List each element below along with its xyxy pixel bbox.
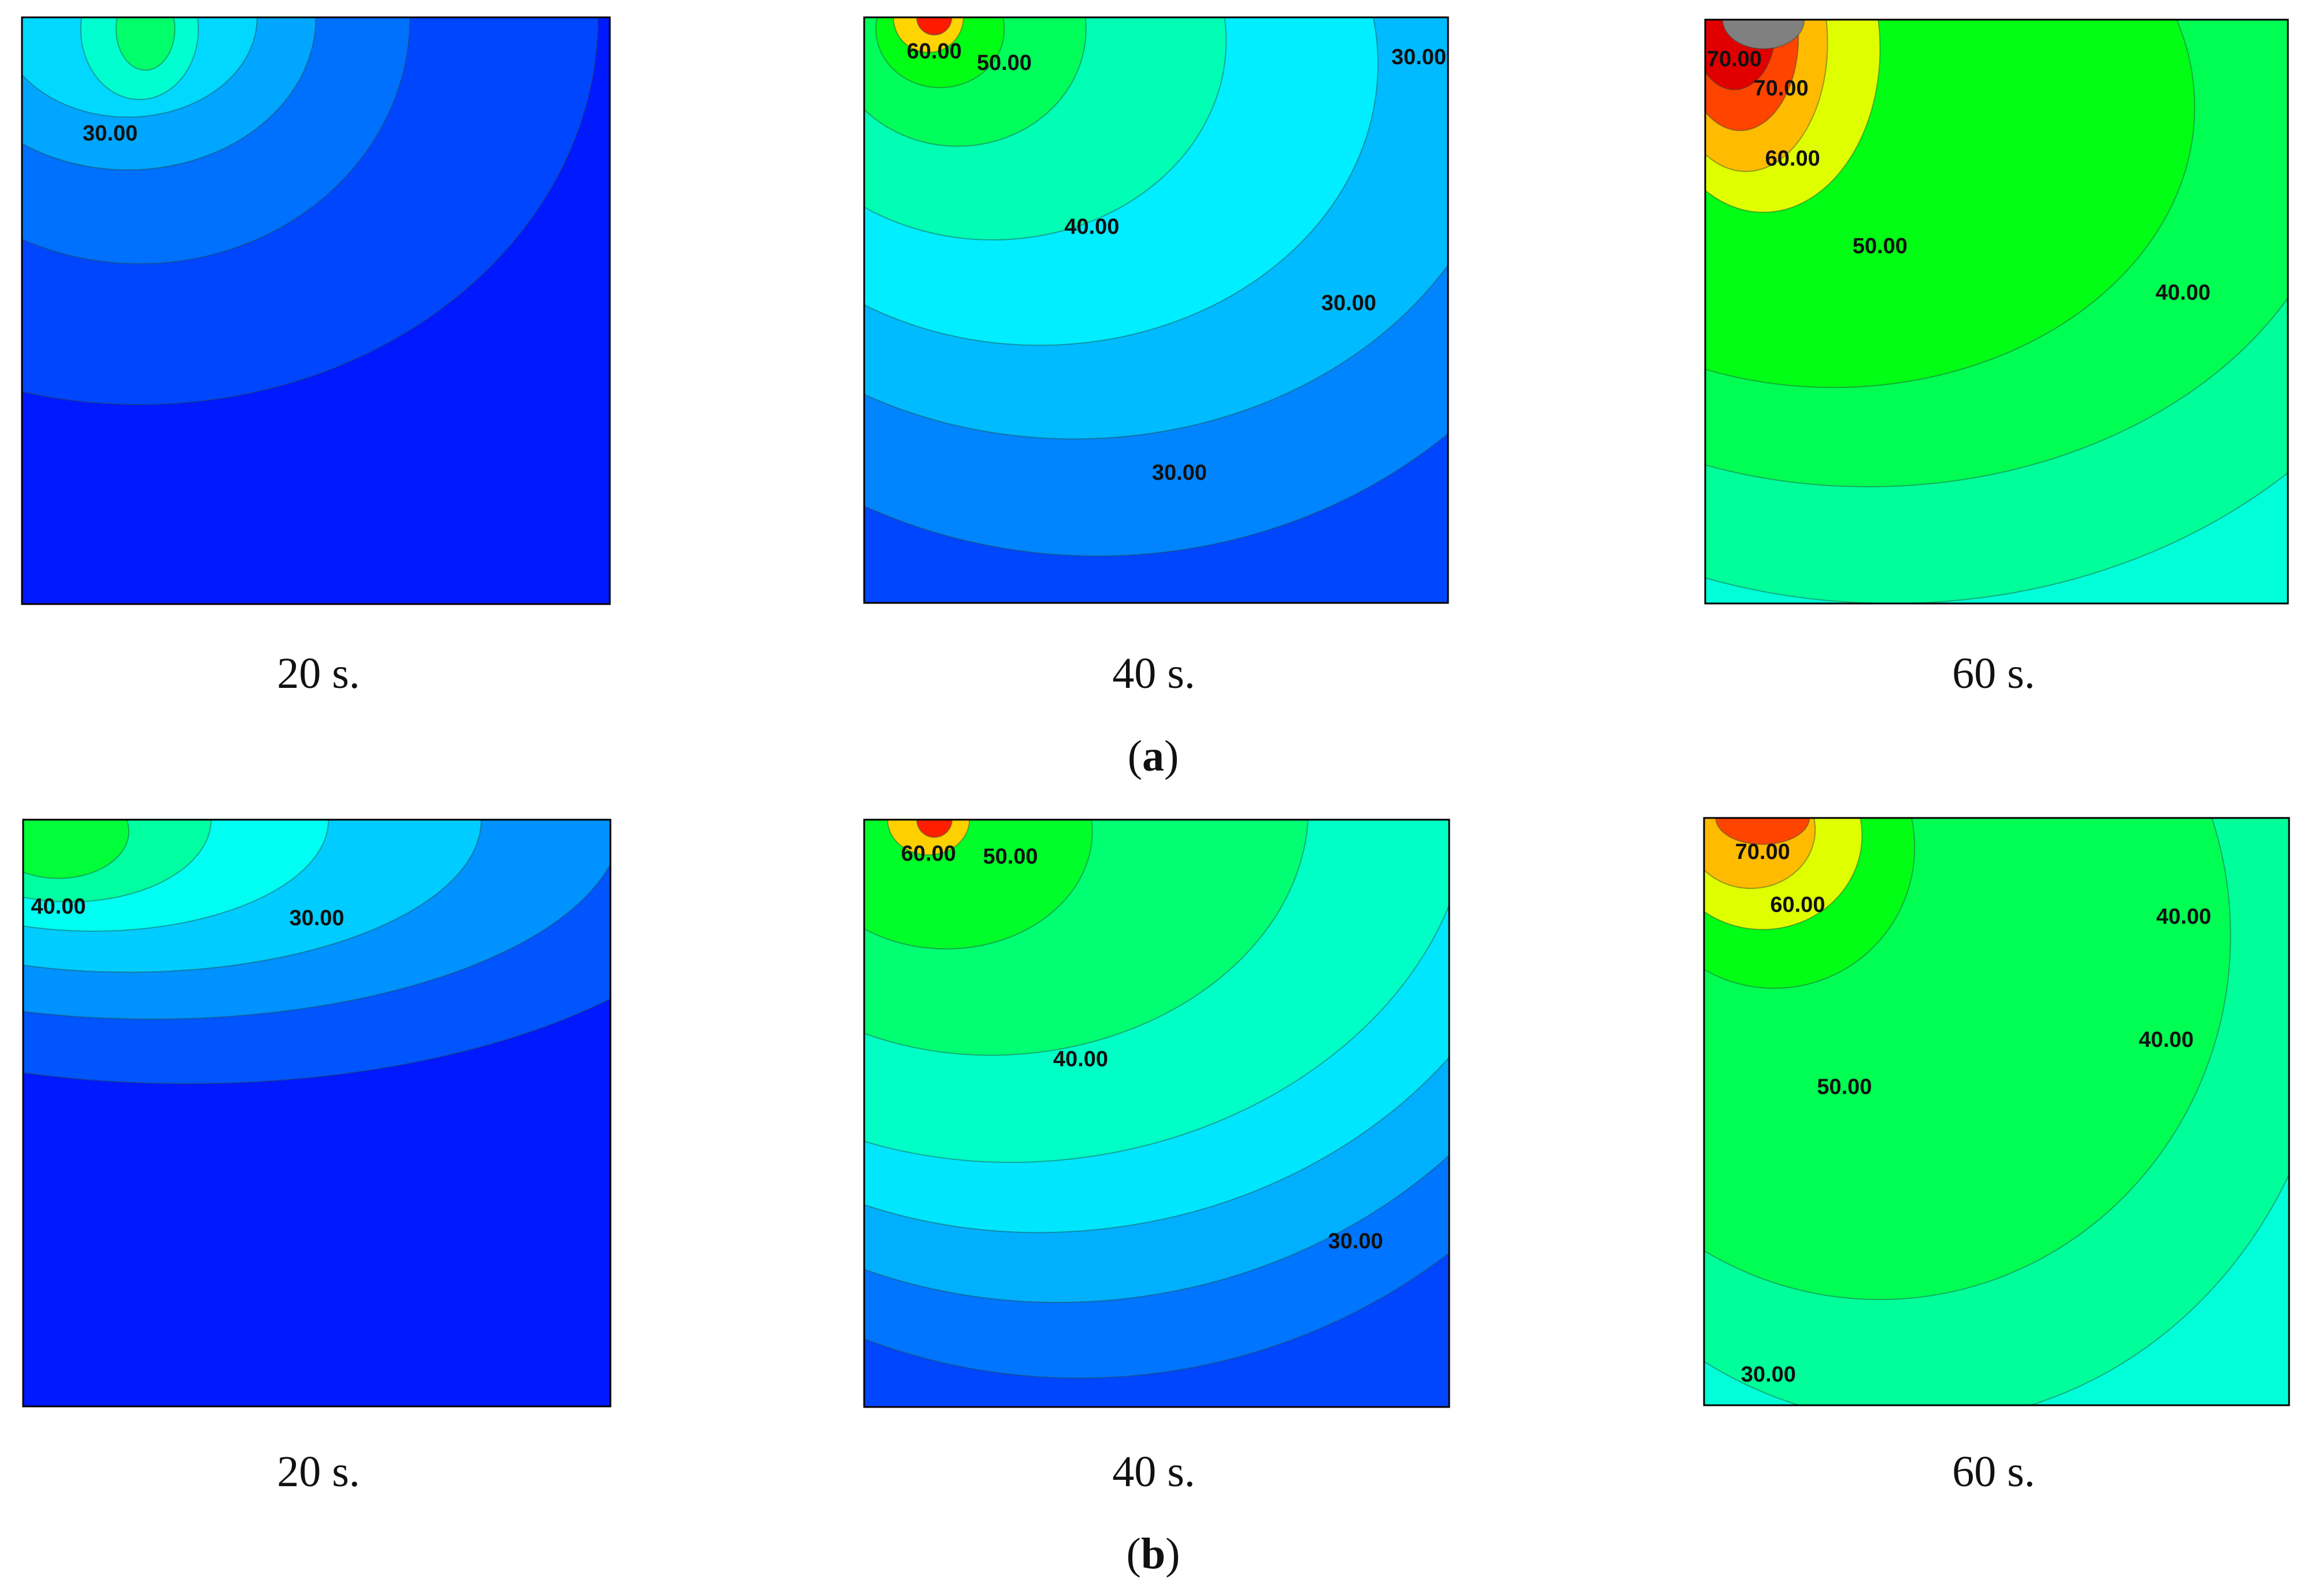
contour-label: 40.00 <box>2156 905 2211 929</box>
contour-label: 70.00 <box>1753 76 1808 101</box>
panel-frame <box>863 16 1449 604</box>
panel-b-1-time: 20 s. <box>277 1447 360 1496</box>
isotherm-band-8 <box>1722 20 1805 50</box>
contour-label: 70.00 <box>1707 47 1762 72</box>
contour-panel-b-2: 60.00 50.00 40.00 30.00 <box>863 819 1450 1408</box>
row-label-a-letter: a <box>1142 732 1164 780</box>
contour-label: 30.00 <box>1391 45 1446 69</box>
contour-label: 50.00 <box>1817 1075 1872 1099</box>
contour-panel-a-1: 30.00 <box>21 16 611 605</box>
contour-label: 60.00 <box>1770 893 1825 917</box>
contour-label: 30.00 <box>83 121 138 146</box>
contour-panel-a-2: 60.00 50.00 30.00 40.00 30.00 30.00 <box>863 16 1449 604</box>
row-label-a-close: ) <box>1164 732 1179 780</box>
panel-a-1-time: 20 s. <box>277 649 360 698</box>
panel-frame <box>1704 18 2289 605</box>
contour-label: 40.00 <box>2156 281 2210 305</box>
isotherm-band-8 <box>916 17 953 36</box>
contour-label: 40.00 <box>1064 215 1119 239</box>
contour-label: 70.00 <box>1735 840 1790 864</box>
contour-label: 60.00 <box>907 39 962 64</box>
contour-label: 50.00 <box>1853 234 1908 258</box>
contour-label: 30.00 <box>1152 461 1207 485</box>
panel-frame <box>863 819 1450 1408</box>
contour-panel-a-3: 70.00 70.00 60.00 50.00 40.00 <box>1704 18 2289 605</box>
isotherm-band-6 <box>115 17 176 71</box>
contour-label: 50.00 <box>983 845 1038 869</box>
contour-panel-b-3: 70.00 60.00 40.00 40.00 50.00 30.00 <box>1703 817 2290 1406</box>
panel-a-3-time: 60 s. <box>1952 649 2035 698</box>
panel-frame <box>21 16 611 605</box>
contour-label: 40.00 <box>1053 1047 1108 1072</box>
contour-label: 40.00 <box>2139 1028 2194 1052</box>
panel-b-3-time: 60 s. <box>1952 1447 2035 1496</box>
contour-panel-b-1: 40.00 30.00 <box>22 819 612 1408</box>
contour-label: 30.00 <box>1741 1362 1796 1387</box>
contour-label: 50.00 <box>977 51 1032 75</box>
panel-frame <box>22 819 612 1408</box>
row-label-b: (b) <box>1038 1529 1269 1579</box>
contour-label: 60.00 <box>901 842 956 866</box>
contour-label: 60.00 <box>1765 146 1820 171</box>
panel-frame <box>1703 817 2290 1406</box>
contour-label: 40.00 <box>31 894 86 919</box>
isotherm-band-6 <box>23 820 129 879</box>
contour-label: 30.00 <box>1328 1230 1383 1254</box>
row-label-a: (a) <box>1038 731 1269 782</box>
isotherm-band-4 <box>864 820 1449 1163</box>
contour-label: 30.00 <box>1321 291 1376 315</box>
contour-label: 30.00 <box>289 906 344 931</box>
row-label-b-letter: b <box>1140 1530 1166 1578</box>
panel-b-2-time: 40 s. <box>1112 1447 1195 1496</box>
isotherm-band-5 <box>864 820 1309 1056</box>
row-label-b-close: ) <box>1165 1530 1180 1578</box>
row-label-b-open: ( <box>1126 1530 1141 1578</box>
panel-a-2-time: 40 s. <box>1112 649 1195 698</box>
row-label-a-open: ( <box>1127 732 1142 780</box>
